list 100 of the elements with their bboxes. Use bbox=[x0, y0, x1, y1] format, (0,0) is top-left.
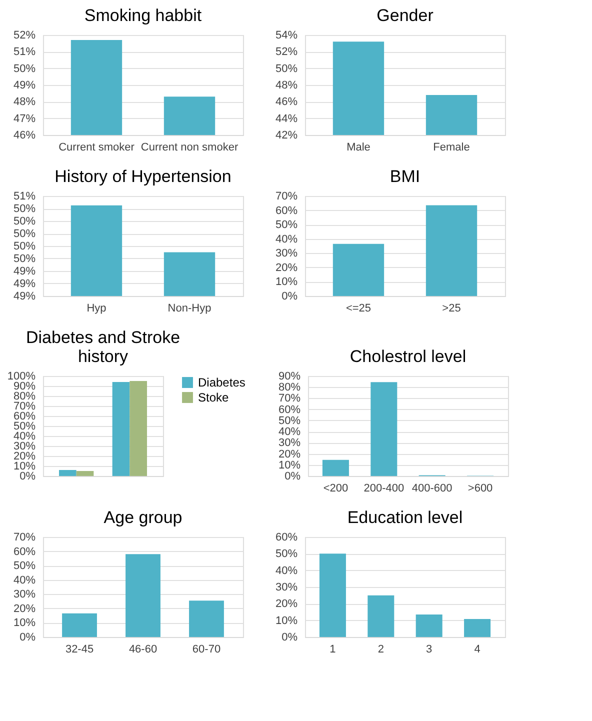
y-tick-label: 60% bbox=[13, 546, 36, 558]
y-tick-label: 10% bbox=[275, 614, 298, 627]
chart-title: BMI bbox=[390, 167, 420, 186]
y-tick-label: 50% bbox=[13, 560, 36, 572]
bar bbox=[322, 460, 349, 476]
x-tick-label: 200-400 bbox=[364, 482, 404, 494]
y-tick-label: 50% bbox=[13, 216, 36, 228]
chart-title: Diabetes and Stroke history bbox=[26, 328, 180, 366]
y-tick-label: 10% bbox=[278, 459, 301, 472]
x-tick-label: Female bbox=[433, 142, 470, 154]
bar bbox=[368, 595, 394, 637]
chart-title: History of Hypertension bbox=[54, 167, 232, 186]
x-tick-label: Current non smoker bbox=[140, 142, 238, 154]
y-tick-label: 50% bbox=[13, 228, 36, 240]
y-tick-label: 50% bbox=[13, 420, 36, 432]
chart-title: Smoking habbit bbox=[84, 6, 202, 25]
y-tick-label: 40% bbox=[13, 430, 36, 442]
y-tick-label: 30% bbox=[13, 588, 36, 601]
chart-title: Education level bbox=[347, 508, 463, 527]
x-tick-label: >600 bbox=[468, 482, 493, 494]
x-tick-label: 4 bbox=[474, 644, 480, 656]
y-tick-label: 10% bbox=[13, 460, 36, 472]
bar bbox=[319, 554, 346, 637]
x-tick-label: Current smoker bbox=[58, 142, 135, 154]
y-tick-label: 0% bbox=[282, 632, 298, 644]
y-tick-label: 30% bbox=[13, 440, 36, 452]
y-tick-label: 46% bbox=[275, 96, 298, 108]
y-tick-label: 50% bbox=[13, 253, 36, 265]
x-tick-label: Male bbox=[346, 142, 370, 154]
y-tick-label: 30% bbox=[275, 582, 298, 594]
bar bbox=[464, 619, 491, 637]
y-tick-label: 70% bbox=[13, 400, 36, 412]
y-tick-label: 44% bbox=[275, 112, 298, 125]
y-tick-label: 40% bbox=[275, 564, 298, 577]
y-tick-label: 0% bbox=[20, 632, 36, 644]
y-tick-label: 60% bbox=[278, 404, 301, 416]
y-tick-label: 50% bbox=[275, 62, 298, 75]
x-tick-label: 400-600 bbox=[412, 482, 452, 494]
y-tick-label: 49% bbox=[13, 290, 36, 302]
y-tick-label: 10% bbox=[13, 617, 36, 630]
y-tick-label: 90% bbox=[13, 380, 36, 392]
y-tick-label: 40% bbox=[13, 574, 36, 586]
y-tick-label: 10% bbox=[275, 276, 298, 288]
legend-label: Stoke bbox=[198, 390, 230, 404]
bar bbox=[62, 613, 97, 637]
bar bbox=[126, 554, 160, 637]
legend-label: Diabetes bbox=[198, 376, 246, 390]
y-tick-label: 80% bbox=[13, 390, 36, 402]
y-tick-label: 52% bbox=[13, 30, 36, 42]
x-tick-label: 32-45 bbox=[65, 644, 94, 656]
y-tick-label: 50% bbox=[13, 240, 36, 252]
x-tick-label: 60-70 bbox=[192, 644, 221, 656]
x-tick-label: Hyp bbox=[86, 302, 106, 314]
y-tick-label: 54% bbox=[275, 30, 298, 42]
y-tick-label: 52% bbox=[275, 46, 298, 58]
chart-title: Age group bbox=[104, 508, 182, 527]
y-tick-label: 50% bbox=[13, 62, 36, 75]
y-tick-label: 30% bbox=[278, 437, 301, 450]
chart-title: Gender bbox=[376, 6, 434, 25]
bar bbox=[370, 382, 398, 476]
y-tick-label: 50% bbox=[275, 219, 298, 232]
y-tick-label: 90% bbox=[278, 370, 301, 382]
y-tick-label: 0% bbox=[282, 290, 298, 302]
bar bbox=[76, 471, 94, 476]
x-tick-label: Non-Hyp bbox=[168, 302, 212, 314]
x-tick-label: <200 bbox=[323, 482, 348, 494]
y-tick-label: 40% bbox=[278, 426, 301, 438]
y-tick-label: 42% bbox=[275, 130, 298, 142]
y-tick-label: 60% bbox=[275, 204, 298, 217]
y-tick-label: 20% bbox=[278, 448, 301, 460]
bar bbox=[130, 381, 147, 476]
bar bbox=[189, 600, 224, 637]
y-tick-label: 20% bbox=[13, 450, 36, 462]
y-tick-label: 100% bbox=[7, 370, 36, 382]
y-tick-label: 51% bbox=[13, 46, 36, 58]
y-tick-label: 60% bbox=[275, 532, 298, 544]
y-tick-label: 70% bbox=[275, 190, 298, 202]
x-tick-label: >25 bbox=[442, 302, 461, 314]
y-tick-label: 49% bbox=[13, 266, 36, 278]
x-tick-label: 1 bbox=[330, 644, 336, 656]
y-tick-label: 20% bbox=[275, 262, 298, 274]
x-tick-label: <=25 bbox=[346, 302, 372, 314]
y-tick-label: 50% bbox=[275, 548, 298, 560]
x-tick-label: 46-60 bbox=[128, 644, 158, 656]
y-tick-label: 48% bbox=[13, 96, 36, 108]
y-tick-label: 50% bbox=[278, 414, 301, 427]
y-tick-label: 0% bbox=[284, 470, 301, 482]
y-tick-label: 0% bbox=[20, 470, 36, 482]
y-tick-label: 47% bbox=[13, 112, 36, 125]
y-tick-label: 70% bbox=[278, 392, 301, 405]
y-tick-label: 30% bbox=[275, 248, 298, 260]
y-tick-label: 49% bbox=[13, 80, 36, 92]
y-tick-label: 50% bbox=[13, 203, 36, 215]
x-tick-label: 3 bbox=[426, 644, 432, 656]
bar bbox=[416, 614, 442, 637]
bar bbox=[59, 470, 76, 476]
y-tick-label: 60% bbox=[13, 410, 36, 422]
y-tick-label: 40% bbox=[275, 233, 298, 246]
y-tick-label: 20% bbox=[275, 598, 298, 610]
y-tick-label: 49% bbox=[13, 278, 36, 290]
